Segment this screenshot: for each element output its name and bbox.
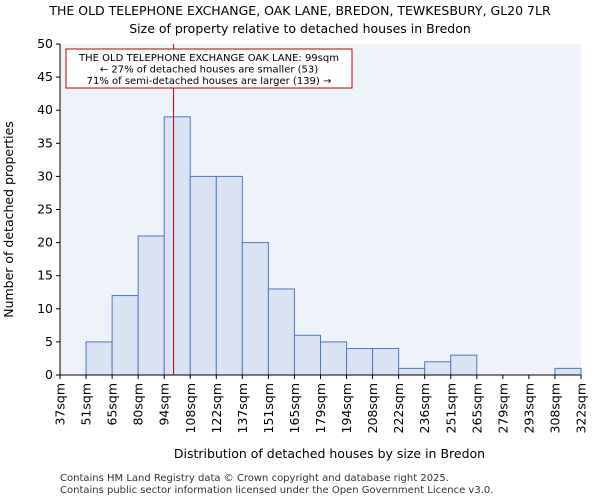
x-tick-label: 308sqm [547, 383, 562, 433]
x-tick-label: 279sqm [495, 383, 510, 433]
x-tick-label: 179sqm [313, 383, 328, 433]
histogram-bar [450, 354, 478, 376]
chart-title: THE OLD TELEPHONE EXCHANGE, OAK LANE, BR… [49, 3, 551, 18]
x-tick-label: 165sqm [287, 383, 302, 433]
y-tick-label: 5 [45, 334, 53, 349]
y-tick-label: 50 [37, 36, 53, 51]
y-tick-label: 40 [37, 102, 53, 117]
x-tick-label: 37sqm [53, 383, 68, 426]
x-tick-label: 222sqm [391, 383, 406, 433]
histogram-bar [398, 367, 426, 376]
histogram-bar [241, 242, 269, 376]
footer-copyright: Contains HM Land Registry data © Crown c… [60, 473, 449, 484]
x-tick-label: 251sqm [443, 383, 458, 433]
x-tick-label: 122sqm [209, 383, 224, 433]
histogram-bar [424, 361, 452, 376]
x-tick-label: 208sqm [365, 383, 380, 433]
histogram-bar [267, 288, 295, 376]
histogram-bar [111, 295, 139, 376]
histogram-bar [215, 175, 243, 376]
x-tick-label: 108sqm [183, 383, 198, 433]
footer-licence: Contains public sector information licen… [60, 485, 494, 496]
y-tick-label: 25 [37, 202, 53, 217]
y-tick-label: 15 [37, 268, 53, 283]
annotation-line-1: THE OLD TELEPHONE EXCHANGE OAK LANE: 99s… [78, 53, 339, 64]
x-tick-label: 194sqm [339, 383, 354, 433]
annotation-line-3: 71% of semi-detached houses are larger (… [87, 76, 332, 87]
x-tick-label: 51sqm [79, 383, 94, 426]
x-tick-label: 80sqm [131, 383, 146, 426]
x-tick-label: 265sqm [469, 383, 484, 433]
x-tick-label: 137sqm [235, 383, 250, 433]
x-tick-label: 236sqm [417, 383, 432, 433]
y-tick-label: 10 [37, 301, 53, 316]
x-axis-title: Distribution of detached houses by size … [174, 446, 485, 461]
x-tick-label: 65sqm [105, 383, 120, 426]
annotation-box [65, 48, 353, 89]
histogram-bar [346, 348, 374, 376]
chart-subtitle: Size of property relative to detached ho… [129, 21, 471, 36]
y-tick-label: 0 [45, 367, 53, 382]
y-tick-label: 45 [37, 69, 53, 84]
histogram-chart: 0 5 10 15 20 25 30 35 40 45 50 37sqm 51sqm 65sqm 80sqm… [1, 36, 589, 461]
histogram-bar [85, 341, 113, 376]
x-tick-label: 293sqm [521, 383, 536, 433]
histogram-bar [372, 348, 400, 376]
y-axis-title: Number of detached properties [1, 121, 16, 318]
y-tick-label: 30 [37, 168, 53, 183]
x-tick-label: 94sqm [157, 383, 172, 426]
histogram-bar [293, 334, 322, 376]
y-tick-label: 20 [37, 235, 53, 250]
x-tick-label: 322sqm [574, 383, 589, 433]
histogram-bar [189, 175, 217, 376]
histogram-bar [137, 235, 165, 376]
annotation-line-2: ← 27% of detached houses are smaller (53… [100, 65, 318, 76]
histogram-bar [554, 367, 582, 376]
y-tick-label: 35 [37, 135, 53, 150]
histogram-bar [163, 116, 191, 376]
x-tick-label: 151sqm [261, 383, 276, 433]
histogram-bar [320, 341, 348, 376]
